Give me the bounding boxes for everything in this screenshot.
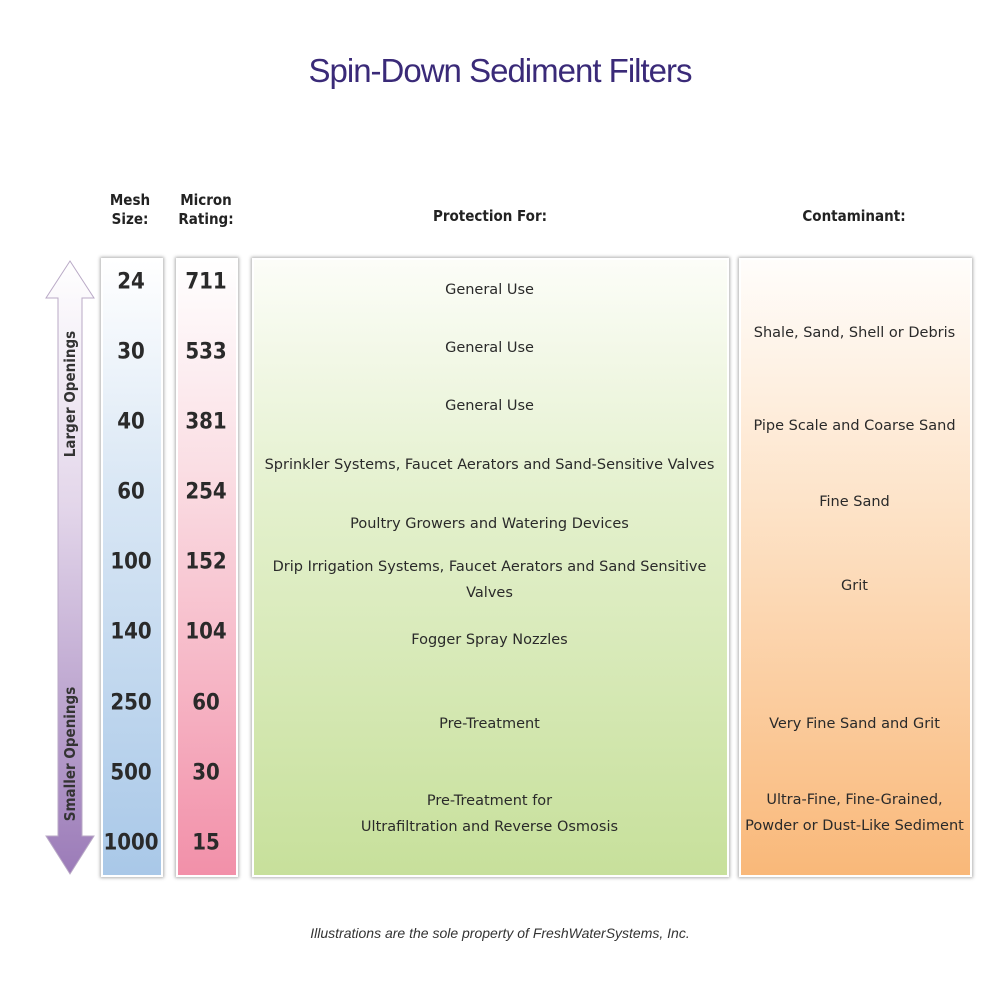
protection-item: Fogger Spray Nozzles [411,632,568,648]
contaminant-item: Pipe Scale and Coarse Sand [753,418,956,434]
header-micron-line1: Micron [180,191,232,209]
protection-item: Pre-Treatment [439,716,540,732]
contaminant-item: Fine Sand [819,494,890,510]
openings-arrow-icon [45,260,95,875]
header-mesh-size: Mesh Size: [100,191,160,229]
micron-rating-value: 381 [185,409,227,435]
header-mesh-line1: Mesh [109,191,151,209]
protection-item: General Use [445,398,534,414]
header-micron-line2: Rating: [178,210,234,228]
micron-rating-column [176,258,238,877]
larger-openings-label: Larger Openings [61,330,79,458]
protection-item: General Use [445,282,534,298]
header-protection: Protection For: [432,207,548,225]
header-contaminant: Contaminant: [802,207,906,225]
micron-rating-value: 152 [185,549,227,575]
micron-rating-value: 254 [185,479,227,505]
contaminant-item: Ultra-Fine, Fine-Grained, Powder or Dust… [745,792,964,834]
mesh-size-value: 140 [110,619,152,645]
protection-item: Drip Irrigation Systems, Faucet Aerators… [272,559,707,601]
micron-rating-value: 533 [185,339,227,365]
mesh-size-value: 1000 [103,830,159,856]
footnote: Illustrations are the sole property of F… [310,925,690,941]
mesh-size-value: 30 [117,339,145,365]
protection-item: General Use [445,340,534,356]
header-micron-rating: Micron Rating: [170,191,242,229]
protection-item: Sprinkler Systems, Faucet Aerators and S… [264,457,715,473]
mesh-size-value: 40 [117,409,145,435]
mesh-size-value: 500 [110,760,152,786]
mesh-size-value: 24 [117,269,145,295]
contaminant-item: Shale, Sand, Shell or Debris [753,325,956,341]
micron-rating-value: 711 [185,269,227,295]
micron-rating-value: 104 [185,619,227,645]
micron-rating-value: 15 [192,830,220,856]
header-mesh-line2: Size: [111,210,149,228]
page-title: Spin-Down Sediment Filters [308,52,693,89]
smaller-openings-label: Smaller Openings [61,686,79,822]
micron-rating-value: 30 [192,760,220,786]
protection-item: Poultry Growers and Watering Devices [350,516,629,532]
contaminant-item: Very Fine Sand and Grit [769,716,940,732]
mesh-size-value: 60 [117,479,145,505]
protection-item: Pre-Treatment for Ultrafiltration and Re… [360,793,619,835]
mesh-size-value: 100 [110,549,152,575]
contaminant-item: Grit [841,578,868,594]
contaminant-column [739,258,972,877]
micron-rating-value: 60 [192,690,220,716]
protection-column [252,258,729,877]
mesh-size-value: 250 [110,690,152,716]
mesh-size-column [101,258,163,877]
